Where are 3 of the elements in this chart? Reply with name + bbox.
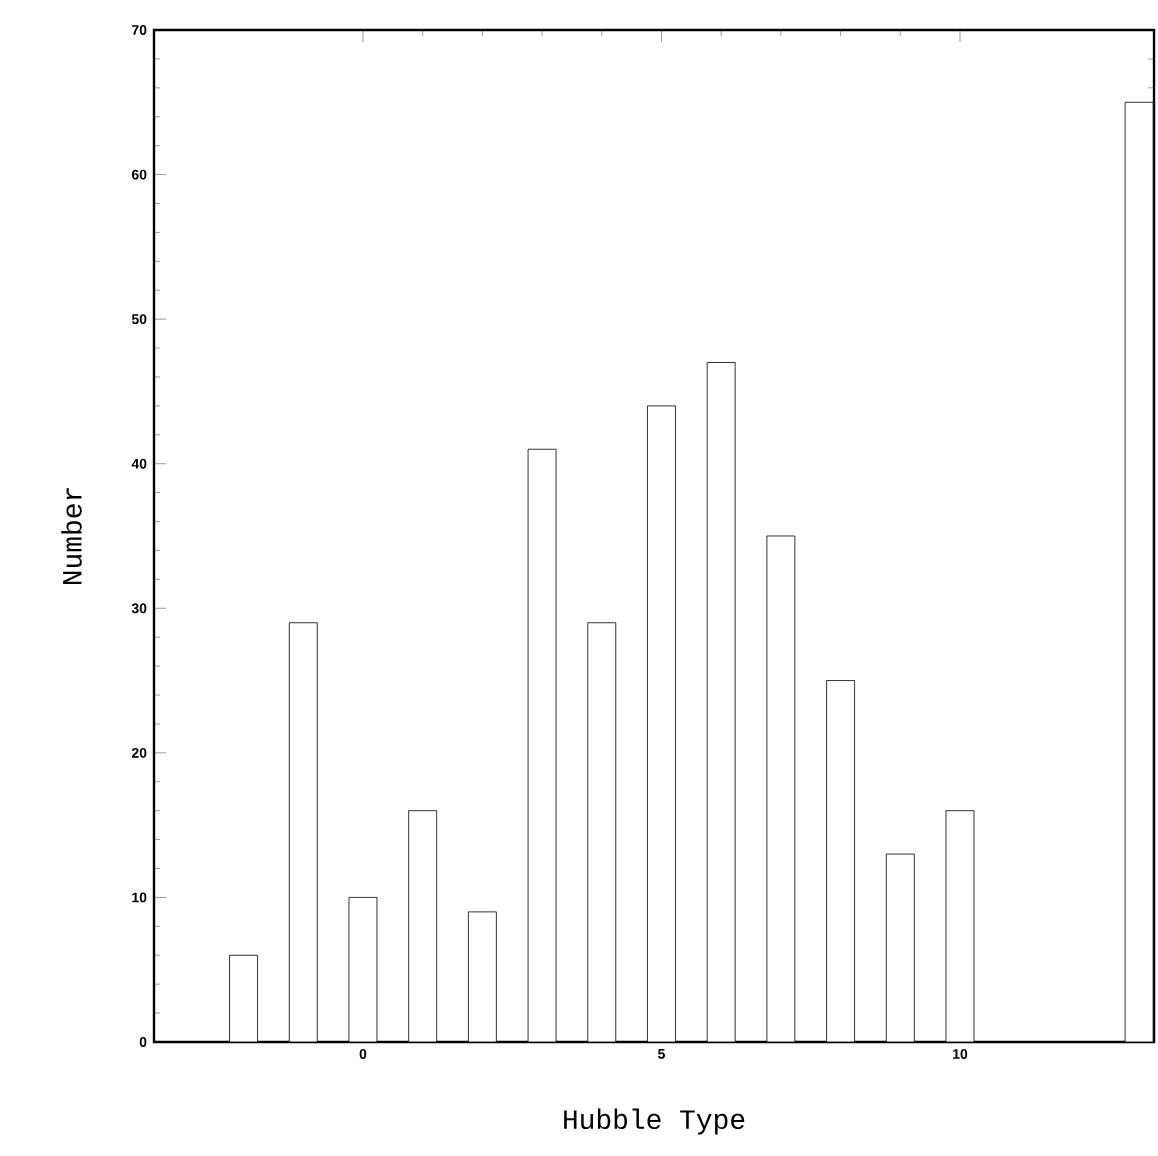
y-axis-title: Number: [61, 488, 82, 584]
x-axis-title: Hubble Type: [564, 1108, 745, 1135]
bar: [1124, 101, 1154, 1042]
